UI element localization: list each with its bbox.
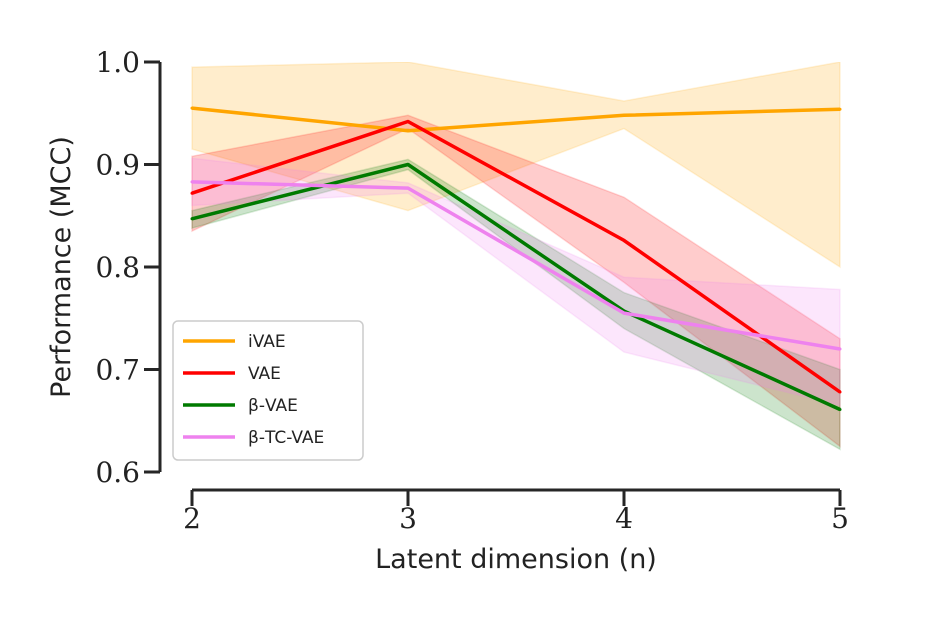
- point-beta-vae: [190, 217, 194, 221]
- legend-frame: [172, 320, 364, 461]
- point-beta-vae: [406, 163, 410, 166]
- point-beta-vae: [838, 408, 842, 411]
- y-tick-label: 1.0: [95, 46, 140, 79]
- y-tick-label: 0.7: [95, 354, 140, 387]
- legend-label-beta-vae: β-VAE: [248, 396, 298, 416]
- line-ivae: [191, 106, 841, 133]
- y-axis-title: Performance (MCC): [46, 136, 77, 398]
- point-ivae: [622, 113, 626, 117]
- point-vae: [190, 191, 194, 195]
- point-vae: [406, 120, 410, 123]
- x-tick-label: 2: [183, 502, 201, 535]
- point-beta-tc-vae: [406, 186, 410, 190]
- y-tick-label: 0.6: [95, 456, 140, 489]
- point-beta-tc-vae: [622, 311, 626, 315]
- line-beta-tc-vae: [191, 180, 841, 351]
- x-tick-label: 3: [399, 502, 417, 535]
- legend-label-vae: VAE: [248, 364, 281, 384]
- point-ivae: [838, 107, 842, 111]
- point-ivae: [406, 129, 410, 133]
- legend-label-beta-tc-vae: β-TC-VAE: [248, 428, 324, 448]
- point-beta-tc-vae: [190, 180, 194, 184]
- series-lines: [190, 106, 842, 412]
- axes: 0.6 0.7 0.8 0.9 1.0 2 3 4 5: [95, 46, 848, 535]
- y-tick-label: 0.9: [95, 149, 140, 182]
- line-beta-vae: [191, 162, 841, 412]
- band-beta-vae: [191, 158, 841, 451]
- point-beta-tc-vae: [838, 347, 842, 351]
- legend: iVAE VAE β-VAE β-TC-VAE: [172, 320, 364, 461]
- y-tick-label: 0.8: [95, 251, 140, 284]
- line-vae: [191, 119, 842, 394]
- point-vae: [838, 390, 842, 394]
- x-tick-label: 5: [831, 502, 849, 535]
- x-tick-label: 4: [615, 502, 633, 535]
- x-axis-title: Latent dimension (n): [375, 544, 657, 575]
- point-vae: [622, 238, 626, 242]
- legend-label-ivae: iVAE: [248, 332, 286, 352]
- point-ivae: [190, 106, 194, 110]
